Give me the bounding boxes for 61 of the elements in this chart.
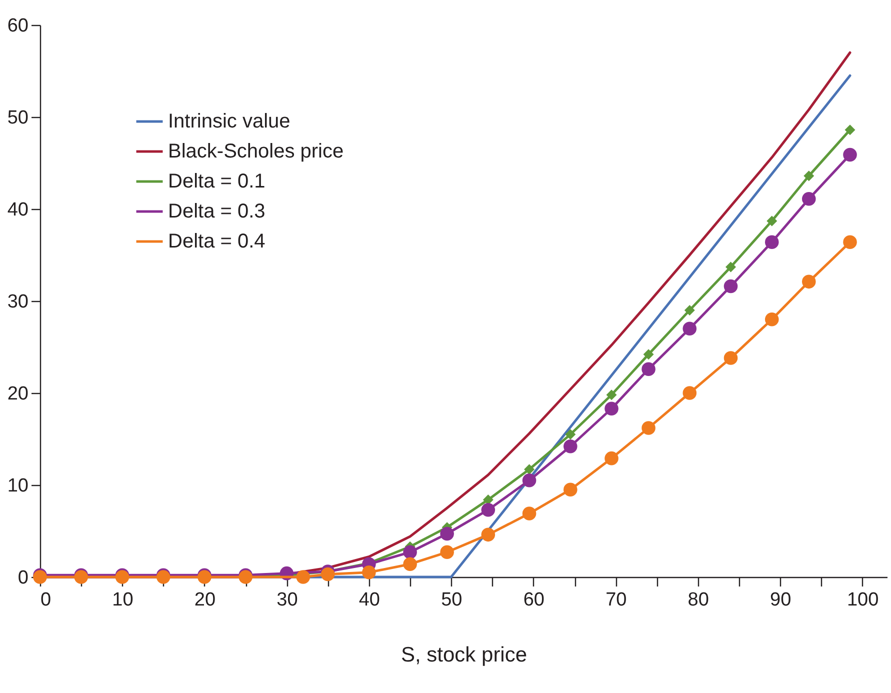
point	[843, 235, 857, 249]
point	[604, 451, 618, 466]
point	[804, 170, 814, 182]
point	[403, 557, 417, 571]
legend-label: Delta = 0.1	[168, 170, 266, 192]
point	[522, 506, 536, 520]
y-tick-label: 10	[7, 476, 28, 496]
point	[724, 279, 738, 294]
x-tick-label: 50	[441, 590, 462, 610]
point	[604, 402, 618, 416]
point	[440, 545, 454, 560]
point	[440, 526, 454, 541]
point	[362, 566, 376, 580]
point	[403, 545, 417, 560]
x-tick-label: 100	[846, 590, 879, 610]
point	[682, 386, 697, 400]
point	[726, 262, 736, 272]
point	[565, 429, 576, 440]
point	[642, 421, 656, 435]
x-tick-label: 30	[276, 590, 298, 610]
point	[843, 148, 857, 162]
x-tick-label: 40	[358, 590, 380, 610]
x-tick-label: 60	[523, 590, 544, 610]
point	[522, 474, 536, 488]
legend-label: Black-Scholes price	[168, 140, 344, 162]
x-axis-title: S, stock price	[400, 644, 528, 666]
y-tick-label: 30	[7, 292, 28, 312]
y-tick-label: 0	[18, 568, 28, 588]
point	[724, 351, 738, 365]
point	[482, 494, 494, 505]
x-tick-label: 20	[194, 590, 216, 610]
point	[296, 570, 310, 584]
point	[642, 362, 656, 376]
x-tick-label: 0	[40, 590, 52, 610]
point	[844, 124, 856, 136]
point	[524, 464, 535, 475]
point	[684, 304, 695, 316]
point	[764, 235, 779, 249]
point	[481, 528, 496, 542]
x-tick-label: 70	[606, 590, 627, 610]
y-tick-label: 50	[7, 108, 28, 128]
x-tick-label: 90	[770, 590, 792, 610]
legend-label: Delta = 0.3	[168, 200, 266, 222]
legend-label: Delta = 0.4	[168, 230, 266, 252]
x-tick-label: 10	[112, 590, 134, 610]
point	[766, 216, 778, 226]
legend-label: Intrinsic value	[168, 110, 290, 132]
point	[682, 322, 697, 336]
point	[606, 390, 617, 400]
point	[802, 274, 816, 289]
point	[481, 502, 496, 517]
y-tick-label: 60	[7, 16, 28, 36]
point	[564, 439, 578, 454]
point	[564, 482, 578, 496]
point	[764, 312, 779, 326]
y-tick-label: 40	[7, 200, 28, 220]
point	[643, 349, 654, 360]
x-tick-label: 80	[688, 590, 709, 610]
point	[802, 192, 816, 206]
point	[320, 567, 335, 582]
y-tick-label: 20	[7, 384, 28, 404]
